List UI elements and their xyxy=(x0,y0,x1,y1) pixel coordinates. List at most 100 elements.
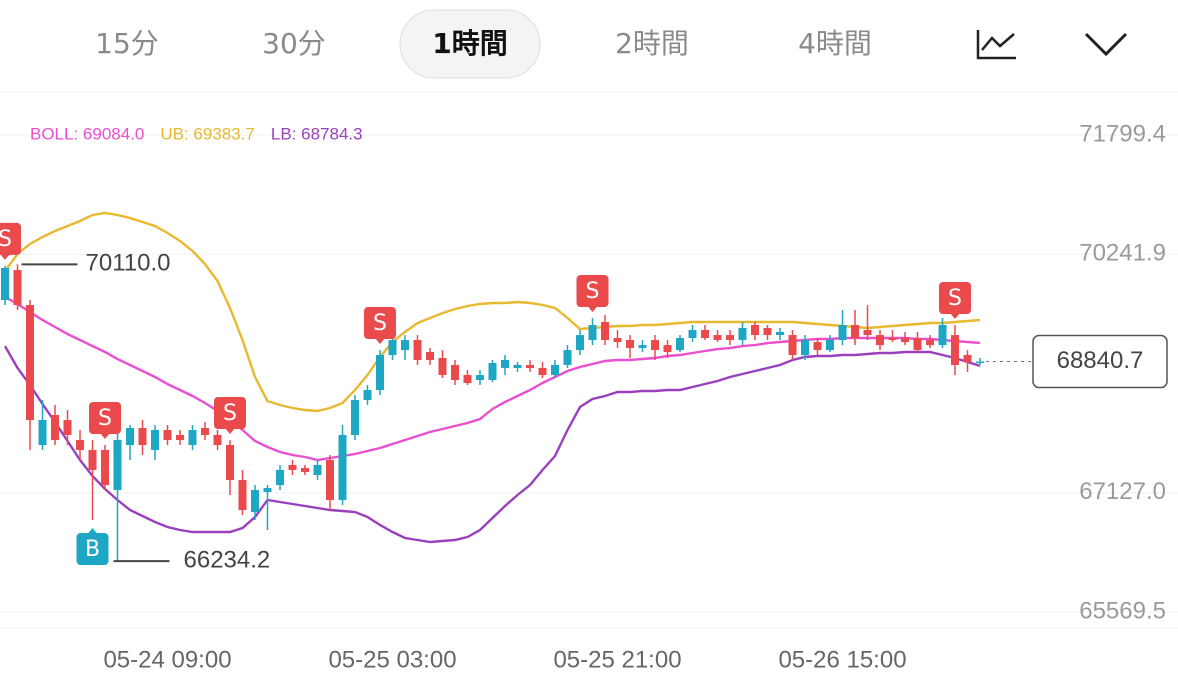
tab-label: 30分 xyxy=(262,27,326,60)
buy-marker[interactable]: B xyxy=(76,528,109,566)
candle-body xyxy=(738,327,747,341)
candle-body xyxy=(238,479,247,511)
timeframe-tabs: 15分 30分 1時間 2時間 4時間 xyxy=(95,9,872,79)
candle-body xyxy=(751,325,759,336)
marker-box xyxy=(364,307,396,340)
tab-label: 1時間 xyxy=(432,27,507,60)
candle-body xyxy=(276,469,284,486)
candle-body xyxy=(301,468,309,473)
candle-body xyxy=(476,375,484,380)
candle-body xyxy=(213,434,222,445)
candle-body xyxy=(463,375,472,383)
candle-body xyxy=(176,434,184,441)
candle-body xyxy=(226,444,234,480)
candle-body xyxy=(388,340,397,356)
candle-body xyxy=(876,335,884,346)
marker-label: S xyxy=(586,279,600,304)
candle-body xyxy=(151,429,159,450)
band-line xyxy=(4,211,981,413)
candle-body xyxy=(688,329,697,339)
candle-body xyxy=(338,434,347,500)
candle-body xyxy=(951,335,959,365)
candle-body xyxy=(626,340,634,349)
candle-body xyxy=(601,322,609,341)
candle-body xyxy=(776,331,784,336)
candle-body xyxy=(501,360,509,368)
candle-body xyxy=(288,464,297,470)
sell-marker[interactable]: S xyxy=(364,307,396,345)
x-tick-label: 05-26 15:00 xyxy=(778,646,906,673)
x-tick-label: 05-24 09:00 xyxy=(103,646,231,673)
candle-body xyxy=(51,414,59,441)
legend-entry: BOLL: 69084.0 xyxy=(30,124,144,143)
candle-body xyxy=(576,335,584,351)
sell-marker[interactable]: S xyxy=(89,401,121,439)
candle-body xyxy=(113,440,122,491)
candle-body xyxy=(426,352,434,361)
marker-pointer xyxy=(100,432,110,439)
sell-marker[interactable]: S xyxy=(214,397,246,435)
x-tick-label: 05-25 21:00 xyxy=(553,646,681,673)
candle-body xyxy=(138,427,147,445)
marker-label: S xyxy=(0,227,12,252)
candle-body xyxy=(401,340,409,351)
candle-body xyxy=(863,329,872,336)
candle-body xyxy=(26,305,34,421)
marker-pointer xyxy=(0,253,10,260)
candle-body xyxy=(801,340,809,356)
candle-body xyxy=(851,325,859,339)
candle-body xyxy=(76,440,84,450)
marker-pointer xyxy=(87,528,98,535)
sell-marker[interactable]: S xyxy=(0,222,21,260)
candle-body xyxy=(451,364,459,380)
candle-body xyxy=(826,340,834,351)
candle-body xyxy=(726,335,734,341)
candle-body xyxy=(588,325,597,341)
y-tick-label: 65569.5 xyxy=(1079,597,1166,624)
candle-body xyxy=(413,340,422,361)
marker-label: S xyxy=(98,406,112,431)
candle-body xyxy=(326,460,334,500)
candle-body xyxy=(101,449,109,486)
candle-body xyxy=(88,449,97,470)
candle-body xyxy=(163,429,172,441)
marker-pointer xyxy=(587,306,598,313)
candle-body xyxy=(488,362,497,380)
tab[interactable]: 2時間 xyxy=(615,27,689,60)
chart-type-icon[interactable] xyxy=(976,30,1016,60)
candle-body xyxy=(538,367,547,376)
tab-label: 4時間 xyxy=(798,27,872,60)
marker-label: S xyxy=(948,286,962,311)
candle-body xyxy=(763,327,772,336)
tab[interactable]: 15分 xyxy=(95,27,159,60)
tab[interactable]: 30分 xyxy=(262,27,326,60)
candle-body xyxy=(926,340,934,346)
tab[interactable]: 4時間 xyxy=(798,27,872,60)
marker-label: B xyxy=(85,537,100,562)
candle-body xyxy=(1,268,9,301)
candle-body xyxy=(963,355,972,362)
band-line xyxy=(3,345,981,544)
candle-body xyxy=(363,390,372,400)
marker-label: S xyxy=(223,401,237,426)
candle-body xyxy=(701,329,709,339)
candle-body xyxy=(976,361,984,364)
legend-entry: UB: 69383.7 xyxy=(160,124,255,143)
sell-marker[interactable]: S xyxy=(939,282,971,320)
sell-marker[interactable]: S xyxy=(576,275,609,313)
candle-body xyxy=(38,420,47,445)
plot: 65569.5 67127.0 70241.9 71799.4 05-24 09:00 0… xyxy=(0,120,1178,673)
candle-body xyxy=(313,464,322,476)
candle-body xyxy=(813,342,822,351)
candle-body xyxy=(901,338,909,343)
candle-body xyxy=(613,338,622,343)
tab[interactable]: 1時間 xyxy=(399,9,541,79)
icon-line xyxy=(981,33,1015,51)
marker-pointer xyxy=(375,338,385,345)
dropdown-chevron[interactable] xyxy=(1084,32,1128,57)
marker-pointer xyxy=(225,428,235,435)
candle-body xyxy=(351,399,359,435)
marker-label: S xyxy=(373,311,387,336)
candle-body xyxy=(788,335,797,356)
